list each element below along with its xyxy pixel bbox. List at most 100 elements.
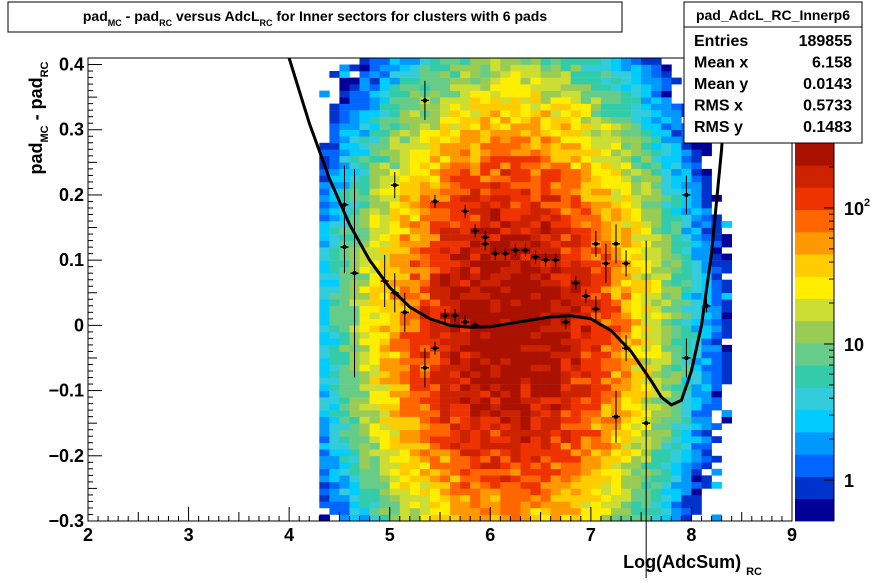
heatmap-cell: [500, 227, 511, 235]
heatmap-cell: [520, 155, 531, 163]
heatmap-cell: [651, 155, 662, 163]
heatmap-cell: [490, 351, 501, 359]
heatmap-cell: [379, 501, 391, 509]
heatmap-cell: [359, 253, 370, 261]
heatmap-cell: [721, 305, 732, 313]
heatmap-cell: [460, 410, 471, 417]
heatmap-cell: [711, 299, 722, 307]
heatmap-cell: [631, 397, 642, 404]
heatmap-cell: [671, 142, 682, 150]
heatmap-cell: [480, 410, 491, 417]
heatmap-cell: [540, 155, 551, 163]
heatmap-cell: [460, 240, 471, 248]
heatmap-cell: [691, 318, 702, 326]
stats-row-value: 0.1483: [803, 119, 852, 136]
heatmap-cell: [389, 227, 401, 235]
heatmap-cell: [409, 364, 421, 372]
heatmap-cell: [500, 273, 511, 280]
heatmap-cell: [611, 318, 622, 326]
heatmap-cell: [550, 331, 561, 339]
heatmap-cell: [359, 305, 370, 313]
heatmap-cell: [661, 344, 672, 352]
heatmap-cell: [671, 377, 682, 385]
heatmap-cell: [631, 103, 642, 111]
heatmap-cell: [450, 155, 461, 163]
colorbar-swatch: [795, 209, 834, 233]
heatmap-cell: [399, 475, 411, 483]
heatmap-cell: [560, 77, 572, 85]
heatmap-cell: [510, 168, 521, 176]
heatmap-cell: [399, 429, 411, 437]
heatmap-cell: [540, 468, 551, 476]
heatmap-cell: [379, 462, 391, 470]
heatmap-cell: [621, 136, 632, 144]
heatmap-cell: [621, 488, 632, 496]
heatmap-cell: [419, 508, 431, 515]
heatmap-cell: [600, 84, 612, 91]
heatmap-cell: [500, 162, 511, 170]
heatmap-cell: [661, 436, 672, 443]
heatmap-cell: [480, 175, 491, 183]
heatmap-cell: [379, 442, 391, 450]
heatmap-cell: [339, 116, 350, 124]
heatmap-cell: [329, 384, 340, 391]
heatmap-cell: [440, 358, 451, 365]
heatmap-cell: [450, 371, 461, 378]
heatmap-cell: [329, 266, 340, 274]
heatmap-cell: [379, 371, 391, 378]
heatmap-cell: [550, 201, 561, 209]
fit-curve: [287, 57, 730, 407]
heatmap-cell: [409, 260, 421, 267]
heatmap-cell: [590, 475, 602, 483]
heatmap-cell: [721, 351, 732, 359]
heatmap-cell: [389, 142, 401, 150]
heatmap-cell: [530, 279, 541, 287]
heatmap-cell: [490, 299, 501, 307]
heatmap-cell: [429, 305, 441, 313]
heatmap-cell: [359, 318, 370, 326]
heatmap-cell: [691, 358, 702, 365]
heatmap-cell: [470, 403, 481, 411]
heatmap-cell: [490, 371, 501, 378]
heatmap-cell: [691, 351, 702, 359]
heatmap-cell: [450, 64, 461, 72]
y-tick-label: 0.2: [59, 185, 84, 205]
heatmap-cell: [570, 410, 582, 417]
heatmap-cell: [490, 221, 501, 228]
heatmap-cell: [550, 214, 561, 222]
heatmap-cell: [349, 508, 360, 515]
heatmap-cell: [339, 397, 350, 404]
heatmap-cell: [641, 155, 652, 163]
heatmap-cell: [681, 221, 692, 228]
heatmap-cell: [500, 423, 511, 430]
heatmap-cell: [600, 123, 612, 130]
heatmap-cell: [611, 123, 622, 130]
heatmap-cell: [419, 436, 431, 443]
heatmap-cell: [409, 58, 421, 65]
heatmap-cell: [490, 188, 501, 196]
heatmap-cell: [611, 116, 622, 124]
heatmap-cell: [349, 514, 360, 522]
heatmap-cell: [520, 351, 531, 359]
heatmap-cell: [440, 325, 451, 333]
heatmap-cell: [329, 475, 340, 483]
colorbar-label-base: 10: [844, 199, 864, 219]
heatmap-cell: [369, 292, 380, 300]
heatmap-cell: [399, 149, 411, 157]
heatmap-cell: [540, 384, 551, 391]
heatmap-cell: [560, 214, 572, 222]
heatmap-cell: [339, 338, 350, 346]
heatmap-cell: [349, 123, 360, 130]
heatmap-cell: [419, 240, 431, 248]
heatmap-cell: [590, 442, 602, 450]
colorbar-swatch: [795, 165, 834, 188]
heatmap-cell: [500, 488, 511, 496]
heatmap-cell: [611, 508, 622, 515]
heatmap-cell: [369, 455, 380, 463]
heatmap-cell: [369, 416, 380, 424]
heatmap-cell: [409, 136, 421, 144]
heatmap-cell: [580, 508, 592, 515]
heatmap-cell: [651, 142, 662, 150]
heatmap-cell: [530, 358, 541, 365]
heatmap-cell: [440, 64, 451, 72]
